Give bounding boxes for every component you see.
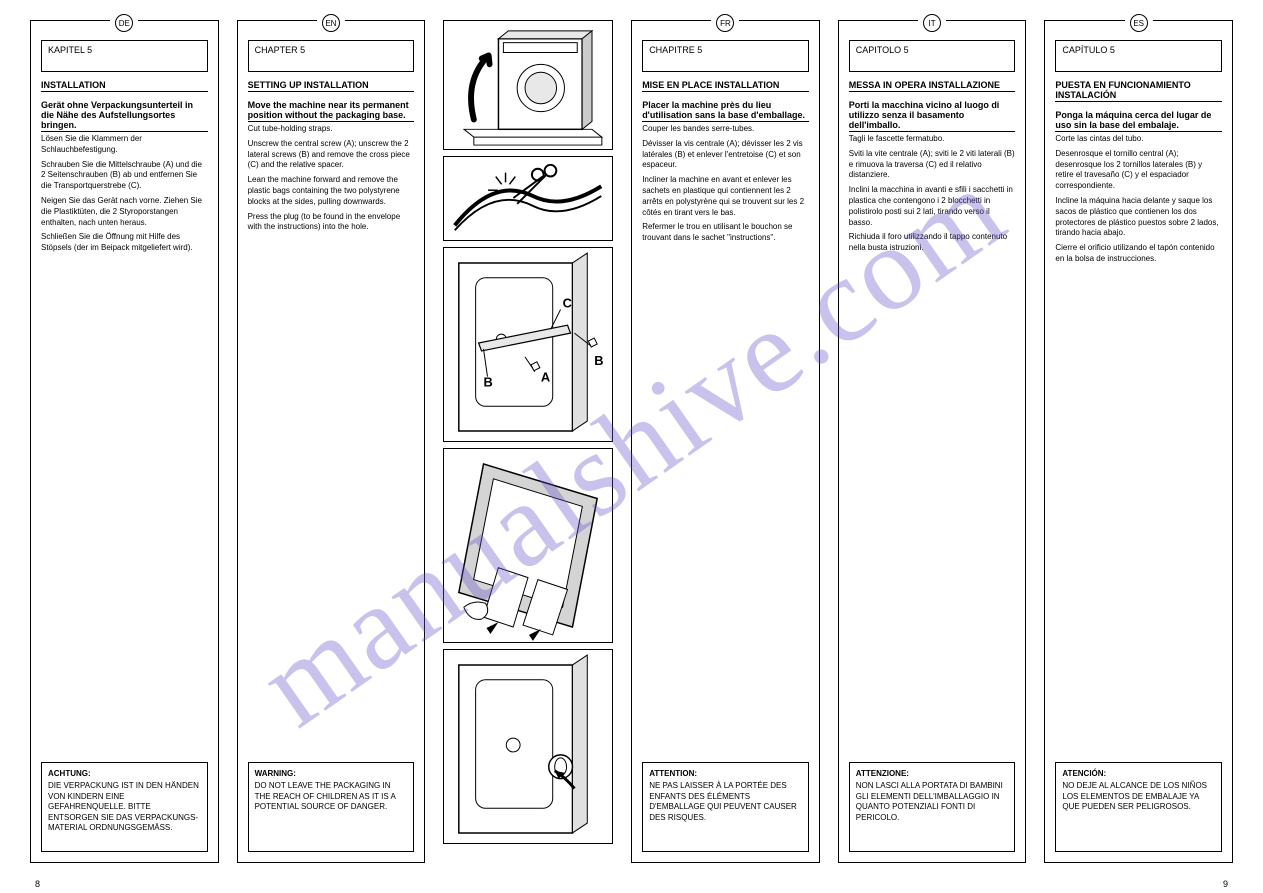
figure-column: C A B B [443, 20, 613, 863]
paragraph: Cut tube-holding straps. [248, 124, 415, 135]
figure-washer-unboxing [443, 20, 613, 150]
chapter-box: KAPITEL 5 [41, 40, 208, 72]
warning-title: ACHTUNG: [48, 769, 201, 779]
subheading: Ponga la máquina cerca del lugar de uso … [1055, 110, 1222, 132]
warning-text: DIE VERPACKUNG IST IN DEN HÄNDEN VON KIN… [48, 781, 201, 833]
lang-badge: FR [716, 14, 734, 32]
section-title: PUESTA EN FUNCIONAMIENTO INSTALACIÓN [1055, 80, 1222, 102]
page-spread: DE KAPITEL 5 INSTALLATION Gerät ohne Ver… [0, 0, 1263, 893]
warning-box: ATENCIÓN: NO DEJE AL ALCANCE DE LOS NIÑO… [1055, 762, 1222, 852]
paragraph: Schrauben Sie die Mittelschraube (A) und… [41, 160, 208, 192]
lang-column-fr: FR CHAPITRE 5 MISE EN PLACE INSTALLATION… [631, 20, 820, 863]
lang-column-es: ES CAPÍTULO 5 PUESTA EN FUNCIONAMIENTO I… [1044, 20, 1233, 863]
warning-text: NE PAS LAISSER À LA PORTÉE DES ENFANTS D… [649, 781, 802, 823]
paragraph: Schließen Sie die Öffnung mit Hilfe des … [41, 232, 208, 254]
paragraph: Incliner la machine en avant et enlever … [642, 175, 809, 218]
chapter-box: CAPÍTULO 5 [1055, 40, 1222, 72]
warning-box: ATTENTION: NE PAS LAISSER À LA PORTÉE DE… [642, 762, 809, 852]
paragraph: Lösen Sie die Klammern der Schlauchbefes… [41, 134, 208, 156]
warning-text: NON LASCI ALLA PORTATA DI BAMBINI GLI EL… [856, 781, 1009, 823]
chapter-box: CHAPITRE 5 [642, 40, 809, 72]
section-title: SETTING UP INSTALLATION [248, 80, 415, 92]
lang-column-de: DE KAPITEL 5 INSTALLATION Gerät ohne Ver… [30, 20, 219, 863]
paragraph: Inclini la macchina in avanti e sfili i … [849, 185, 1016, 228]
warning-text: DO NOT LEAVE THE PACKAGING IN THE REACH … [255, 781, 408, 812]
warning-title: WARNING: [255, 769, 408, 779]
paragraph: Couper les bandes serre-tubes. [642, 124, 809, 135]
subheading: Placer la machine près du lieu d'utilisa… [642, 100, 809, 122]
warning-text: NO DEJE AL ALCANCE DE LOS NIÑOS LOS ELEM… [1062, 781, 1215, 812]
paragraph: Corte las cintas del tubo. [1055, 134, 1222, 145]
paragraph: Cierre el orificio utilizando el tapón c… [1055, 243, 1222, 265]
paragraph: Unscrew the central screw (A); unscrew t… [248, 139, 415, 171]
figure-remove-crossbar: C A B B [443, 247, 613, 442]
figure-cut-straps [443, 156, 613, 241]
lang-column-en: EN CHAPTER 5 SETTING UP INSTALLATION Mov… [237, 20, 426, 863]
warning-box: WARNING: DO NOT LEAVE THE PACKAGING IN T… [248, 762, 415, 852]
paragraph: Sviti la vite centrale (A); sviti le 2 v… [849, 149, 1016, 181]
label-b2: B [484, 375, 493, 390]
paragraph: Desenrosque el tornillo central (A); des… [1055, 149, 1222, 192]
page-number-right: 9 [1223, 879, 1228, 889]
lang-badge: EN [322, 14, 340, 32]
paragraph: Tagli le fascette fermatubo. [849, 134, 1016, 145]
subheading: Gerät ohne Verpackungsunterteil in die N… [41, 100, 208, 132]
lang-badge: ES [1130, 14, 1148, 32]
paragraph: Incline la máquina hacia delante y saque… [1055, 196, 1222, 239]
paragraph: Neigen Sie das Gerät nach vorne. Ziehen … [41, 196, 208, 228]
lang-badge: IT [923, 14, 941, 32]
paragraph: Dévisser la vis centrale (A); dévisser l… [642, 139, 809, 171]
section-title: MESSA IN OPERA INSTALLAZIONE [849, 80, 1016, 92]
paragraph: Lean the machine forward and remove the … [248, 175, 415, 207]
figure-tilt-remove-bags [443, 448, 613, 643]
chapter-box: CAPITOLO 5 [849, 40, 1016, 72]
paragraph: Press the plug (to be found in the envel… [248, 212, 415, 234]
lang-badge: DE [115, 14, 133, 32]
paragraph: Refermer le trou en utilisant le bouchon… [642, 222, 809, 244]
section-title: INSTALLATION [41, 80, 208, 92]
paragraph: Richiuda il foro utilizzando il tappo co… [849, 232, 1016, 254]
label-b: B [594, 353, 603, 368]
figure-insert-plug [443, 649, 613, 844]
subheading: Porti la macchina vicino al luogo di uti… [849, 100, 1016, 132]
warning-title: ATTENTION: [649, 769, 802, 779]
warning-title: ATTENZIONE: [856, 769, 1009, 779]
warning-box: ATTENZIONE: NON LASCI ALLA PORTATA DI BA… [849, 762, 1016, 852]
label-c: C [563, 295, 572, 310]
subheading: Move the machine near its permanent posi… [248, 100, 415, 122]
warning-title: ATENCIÓN: [1062, 769, 1215, 779]
section-title: MISE EN PLACE INSTALLATION [642, 80, 809, 92]
page-number-left: 8 [35, 879, 40, 889]
chapter-box: CHAPTER 5 [248, 40, 415, 72]
warning-box: ACHTUNG: DIE VERPACKUNG IST IN DEN HÄNDE… [41, 762, 208, 852]
label-a: A [541, 370, 550, 385]
lang-column-it: IT CAPITOLO 5 MESSA IN OPERA INSTALLAZIO… [838, 20, 1027, 863]
